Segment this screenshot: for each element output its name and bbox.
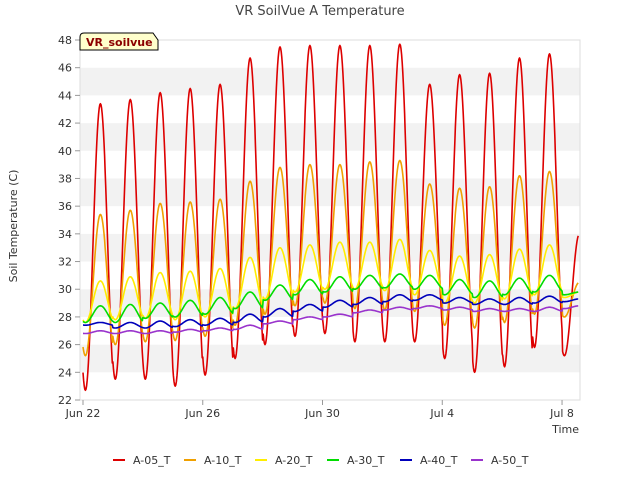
grid-band bbox=[80, 372, 580, 400]
y-tick-label: 34 bbox=[58, 228, 72, 241]
badge-label: VR_soilvue bbox=[86, 36, 153, 49]
y-tick-label: 42 bbox=[58, 117, 72, 130]
badge: VR_soilvue bbox=[79, 32, 159, 51]
legend: A-05_T A-10_T A-20_T A-30_T A-40_T A-50_T bbox=[113, 454, 529, 467]
y-axis: 22 24 26 28 30 32 34 36 38 40 42 44 46 48 bbox=[58, 34, 80, 407]
x-tick-label: Jun 30 bbox=[304, 407, 340, 420]
x-axis: Jun 22 Jun 26 Jun 30 Jul 4 Jul 8 bbox=[65, 400, 574, 420]
x-tick-label: Jul 8 bbox=[549, 407, 574, 420]
legend-label: A-20_T bbox=[275, 454, 313, 467]
y-tick-label: 32 bbox=[58, 256, 72, 269]
x-tick-label: Jun 26 bbox=[184, 407, 220, 420]
x-axis-label: Time bbox=[551, 423, 579, 436]
grid-band bbox=[80, 206, 580, 234]
y-tick-label: 30 bbox=[58, 283, 72, 296]
y-tick-label: 24 bbox=[58, 366, 72, 379]
legend-label: A-05_T bbox=[133, 454, 171, 467]
plot-frame bbox=[79, 39, 581, 401]
legend-label: A-50_T bbox=[491, 454, 529, 467]
grid-band bbox=[80, 289, 580, 317]
series-line-A-30_T bbox=[82, 273, 579, 324]
grid-band bbox=[80, 150, 580, 179]
y-tick-label: 36 bbox=[58, 200, 72, 213]
legend-label: A-10_T bbox=[204, 454, 242, 467]
y-tick-label: 26 bbox=[58, 339, 72, 352]
legend-label: A-40_T bbox=[420, 454, 458, 467]
grid-bands bbox=[80, 40, 580, 400]
series-line-A-05_T bbox=[82, 43, 579, 392]
chart-title: VR SoilVue A Temperature bbox=[235, 4, 404, 19]
y-axis-label: Soil Temperature (C) bbox=[7, 170, 20, 283]
legend-label: A-30_T bbox=[347, 454, 385, 467]
x-tick-label: Jun 22 bbox=[65, 407, 101, 420]
y-tick-label: 48 bbox=[58, 34, 72, 47]
grid-band bbox=[80, 67, 580, 96]
y-tick-label: 28 bbox=[58, 311, 72, 324]
plot-border bbox=[79, 39, 581, 401]
grid-band bbox=[80, 344, 580, 373]
x-tick-label: Jul 4 bbox=[429, 407, 454, 420]
grid-band bbox=[80, 123, 580, 151]
series-lines bbox=[82, 43, 579, 392]
y-tick-label: 46 bbox=[58, 62, 72, 75]
series-line-A-10_T bbox=[82, 159, 579, 357]
grid-band bbox=[80, 40, 580, 68]
series-line-A-40_T bbox=[82, 293, 579, 329]
y-tick-label: 44 bbox=[58, 89, 72, 102]
series-line-A-50_T bbox=[82, 304, 579, 335]
grid-band bbox=[80, 95, 580, 124]
y-tick-label: 40 bbox=[58, 145, 72, 158]
series-line-A-20_T bbox=[82, 238, 579, 324]
y-tick-label: 38 bbox=[58, 172, 72, 185]
y-tick-label: 22 bbox=[58, 394, 72, 407]
